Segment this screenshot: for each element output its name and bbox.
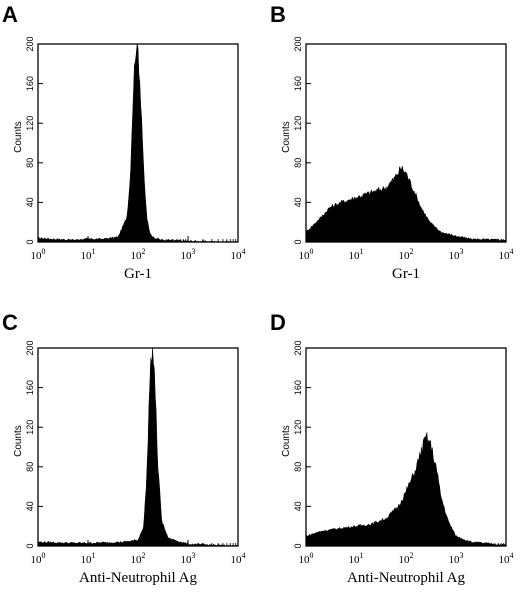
y-tick-label: 0: [25, 239, 35, 244]
y-axis-label: Counts: [281, 121, 292, 153]
panel-d: 0 40 80 120 160 200 Counts 100 101 102 103 104 Anti-…: [270, 310, 514, 586]
x-tick-label: 102: [399, 551, 414, 566]
panel-letter: A: [2, 2, 18, 27]
x-tick-label: 100: [299, 551, 314, 566]
x-tick-label: 103: [181, 551, 196, 566]
x-tick-label: 100: [31, 247, 46, 262]
panel-b: 0 40 80 120 160 200 Counts 100 101 102 103 104 Gr-1 B: [270, 2, 514, 282]
x-tick-label: 102: [399, 247, 414, 262]
y-tick-label: 120: [25, 116, 35, 131]
x-tick-label: 101: [349, 247, 364, 262]
y-tick-label: 200: [293, 340, 303, 355]
y-tick-label: 0: [293, 543, 303, 548]
y-tick-label: 40: [293, 197, 303, 207]
x-tick-label: 101: [349, 551, 364, 566]
x-axis-label: Anti-Neutrophil Ag: [79, 570, 197, 586]
x-tick-label: 102: [131, 247, 146, 262]
y-tick-label: 40: [25, 197, 35, 207]
histogram-fill: [305, 432, 507, 547]
y-tick-label: 80: [293, 158, 303, 168]
y-tick-label: 0: [25, 543, 35, 548]
y-axis-label: Counts: [13, 425, 24, 457]
y-axis-label: Counts: [13, 121, 24, 153]
panel-letter: B: [270, 2, 286, 27]
histogram-fill: [37, 43, 239, 243]
x-tick-label: 104: [231, 551, 246, 566]
y-tick-label: 80: [25, 158, 35, 168]
y-tick-label: 200: [25, 340, 35, 355]
x-tick-label: 100: [299, 247, 314, 262]
y-tick-label: 160: [25, 380, 35, 395]
histogram-fill: [305, 165, 507, 243]
x-tick-label: 103: [449, 551, 464, 566]
y-tick-label: 160: [293, 76, 303, 91]
x-tick-label: 104: [499, 247, 514, 262]
x-tick-label: 103: [181, 247, 196, 262]
y-tick-label: 40: [25, 501, 35, 511]
y-tick-label: 120: [293, 116, 303, 131]
x-tick-label: 102: [131, 551, 146, 566]
y-tick-label: 200: [293, 36, 303, 51]
x-axis-label: Gr-1: [124, 266, 152, 282]
x-tick-label: 100: [31, 551, 46, 566]
y-axis-label: Counts: [281, 425, 292, 457]
panel-c: 0 40 80 120 160 200 Counts 100 101 102 103 104 Anti-…: [2, 310, 246, 586]
panel-letter: D: [270, 310, 286, 335]
y-tick-label: 120: [25, 420, 35, 435]
x-axis-label: Gr-1: [392, 266, 420, 282]
y-tick-label: 200: [25, 36, 35, 51]
x-tick-label: 101: [81, 247, 96, 262]
x-axis-label: Anti-Neutrophil Ag: [347, 570, 465, 586]
histogram-fill: [37, 347, 239, 547]
y-tick-label: 80: [25, 462, 35, 472]
panel-a: 0 40 80 120 160 200 Counts 100 101 102 103 104 Gr-1 A: [2, 2, 246, 282]
y-tick-label: 0: [293, 239, 303, 244]
y-tick-label: 160: [25, 76, 35, 91]
x-tick-label: 103: [449, 247, 464, 262]
y-tick-label: 80: [293, 462, 303, 472]
x-tick-label: 104: [499, 551, 514, 566]
y-tick-label: 120: [293, 420, 303, 435]
x-tick-label: 101: [81, 551, 96, 566]
x-tick-label: 104: [231, 247, 246, 262]
y-tick-label: 40: [293, 501, 303, 511]
y-tick-label: 160: [293, 380, 303, 395]
plot-frame: [37, 347, 239, 547]
panel-letter: C: [2, 310, 18, 335]
